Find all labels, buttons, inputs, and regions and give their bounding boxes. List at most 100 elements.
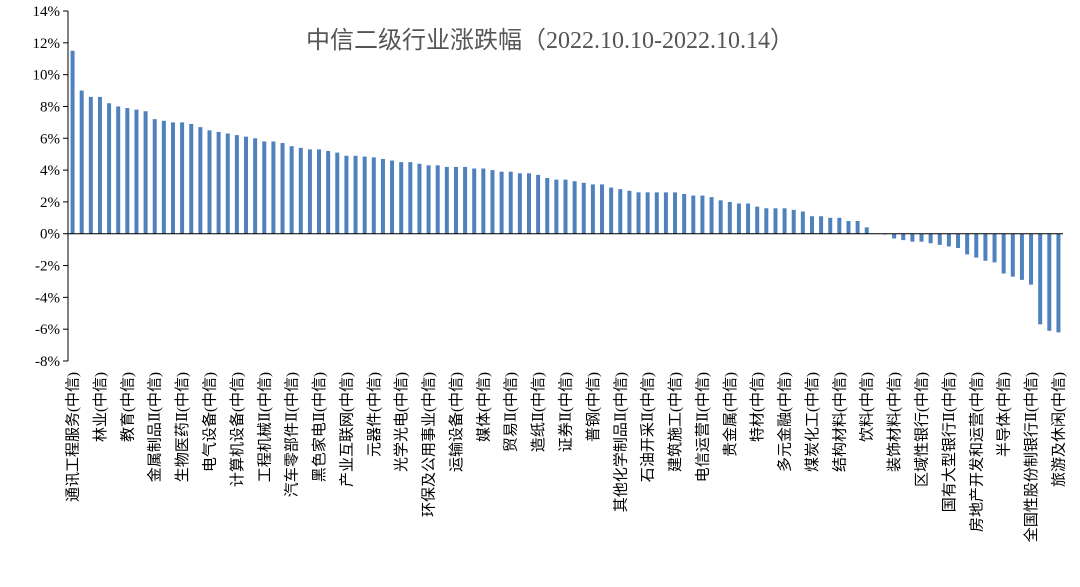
x-tick-label: 电气设备(中信)	[201, 372, 218, 472]
x-tick-label: 特材(中信)	[749, 372, 766, 442]
bar	[764, 208, 769, 234]
bar	[1001, 233, 1006, 274]
y-tick-label: 6%	[40, 131, 60, 147]
bar	[974, 233, 979, 258]
bar	[234, 135, 239, 234]
y-tick-label: 14%	[33, 4, 61, 20]
x-tick-label: 教育(中信)	[119, 372, 136, 442]
bar	[317, 149, 322, 234]
x-tick-label: 半导体(中信)	[996, 372, 1013, 457]
x-tick-label: 房地产开发和运营(中信)	[968, 372, 985, 532]
bar	[554, 179, 559, 234]
bar	[1056, 233, 1061, 333]
bar	[937, 233, 942, 245]
bar	[855, 221, 860, 234]
bar	[864, 227, 869, 234]
x-tick-label: 媒体(中信)	[475, 372, 492, 442]
bar	[691, 195, 696, 234]
x-tick-label: 黑色家电Ⅱ(中信)	[311, 372, 328, 482]
x-tick-label: 电信运营Ⅱ(中信)	[694, 372, 711, 482]
x-tick-label: 工程机械Ⅱ(中信)	[256, 372, 273, 482]
bar	[1047, 233, 1052, 331]
bar	[344, 155, 349, 234]
x-tick-label: 光学光电(中信)	[393, 372, 410, 472]
bar	[298, 147, 303, 234]
bar	[800, 211, 805, 234]
bar	[910, 233, 915, 242]
bar	[983, 233, 988, 261]
bar	[782, 208, 787, 234]
x-tick-label: 汽车零部件Ⅱ(中信)	[284, 372, 301, 497]
x-tick-label: 贸易Ⅱ(中信)	[503, 372, 520, 452]
bar	[79, 90, 84, 234]
bar	[773, 208, 778, 234]
bar	[682, 193, 687, 234]
bar	[846, 221, 851, 234]
bar	[289, 146, 294, 234]
bar	[189, 123, 194, 234]
x-tick-label: 区域性银行(中信)	[914, 372, 931, 487]
bar	[481, 168, 486, 234]
bar	[362, 156, 367, 234]
bar	[116, 106, 121, 234]
x-tick-label: 旅游及休闲(中信)	[1050, 372, 1067, 487]
bar	[380, 158, 385, 234]
x-tick-label: 林业(中信)	[92, 372, 109, 442]
y-tick-label: 8%	[40, 99, 60, 115]
bar	[70, 50, 75, 234]
bar	[161, 120, 166, 234]
bar	[463, 166, 468, 234]
bar	[435, 165, 440, 234]
bar	[1019, 233, 1024, 280]
bar	[125, 108, 130, 234]
y-tick-label: -4%	[35, 290, 60, 306]
y-tick-label: 4%	[40, 163, 60, 179]
x-tick-label: 造纸Ⅱ(中信)	[530, 372, 547, 452]
bar	[727, 201, 732, 234]
x-tick-label: 计算机设备(中信)	[228, 372, 246, 487]
bar	[636, 192, 641, 234]
bar	[134, 109, 139, 234]
bar	[956, 233, 961, 249]
x-tick-label: 石油开采Ⅱ(中信)	[640, 372, 657, 482]
bar	[536, 174, 541, 234]
bar	[253, 138, 258, 234]
bar	[225, 133, 230, 234]
bar	[390, 160, 395, 234]
bar	[819, 216, 824, 234]
bar	[490, 170, 495, 234]
bar	[262, 141, 267, 234]
bar	[307, 149, 312, 234]
bar	[180, 122, 185, 234]
bar	[526, 173, 531, 234]
bar	[700, 195, 705, 234]
bar	[572, 181, 577, 234]
bar	[371, 157, 376, 234]
x-tick-label: 装饰材料(中信)	[886, 372, 903, 472]
bar	[718, 200, 723, 234]
bar	[946, 233, 951, 247]
bar	[709, 197, 714, 234]
bar	[746, 203, 751, 234]
bar	[892, 233, 897, 239]
bar	[581, 182, 586, 234]
bar	[1029, 233, 1034, 285]
bar	[545, 178, 550, 234]
x-tick-label: 证券Ⅱ(中信)	[558, 372, 575, 452]
bar	[244, 136, 249, 234]
y-tick-label: -8%	[35, 354, 60, 370]
bar	[928, 233, 933, 244]
bar	[326, 151, 331, 234]
bar	[654, 192, 659, 234]
chart-title: 中信二级行业涨跌幅（2022.10.10-2022.10.14）	[306, 27, 794, 54]
x-tick-label: 其他化学制品Ⅱ(中信)	[612, 372, 629, 512]
x-tick-label: 建筑施工(中信)	[667, 372, 684, 472]
x-tick-label: 煤炭化工(中信)	[804, 372, 821, 472]
bar	[627, 190, 632, 234]
bar	[663, 192, 668, 234]
bar	[198, 127, 203, 234]
bar	[88, 96, 93, 234]
y-tick-label: 10%	[33, 68, 61, 84]
bar	[919, 233, 924, 242]
